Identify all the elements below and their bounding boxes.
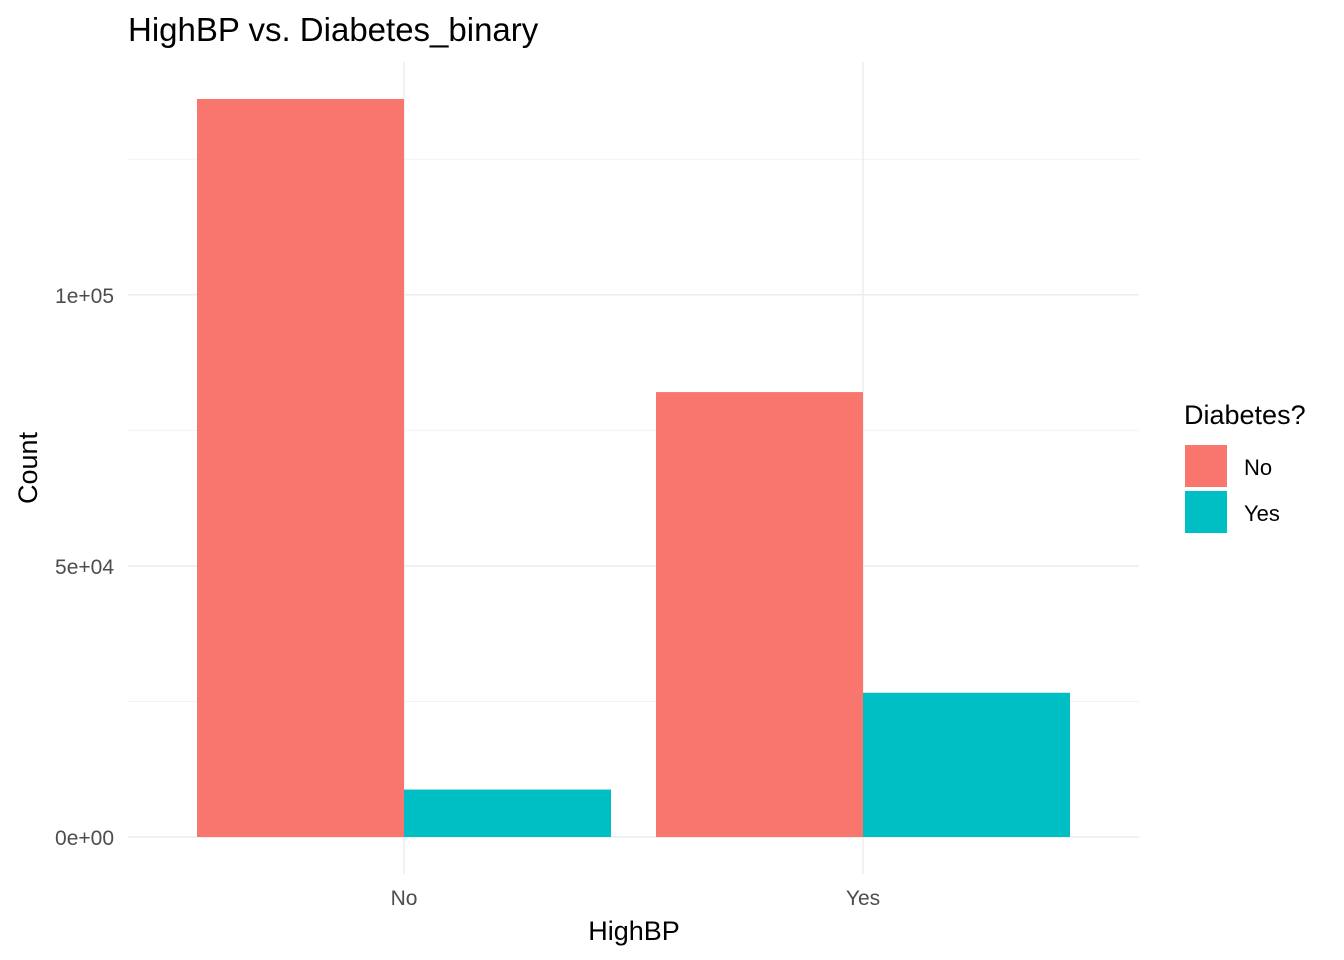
legend-label: No (1244, 455, 1272, 480)
legend-title: Diabetes? (1184, 400, 1306, 430)
y-tick-label: 5e+04 (55, 556, 114, 579)
legend-key-yes (1185, 491, 1227, 533)
y-axis-ticks: 0e+00 5e+04 1e+05 (55, 285, 114, 850)
chart-title: HighBP vs. Diabetes_binary (128, 11, 539, 48)
bar-yes-no (656, 392, 863, 837)
x-tick-label: Yes (846, 887, 880, 910)
y-axis-title: Count (13, 431, 43, 504)
bar-yes-yes (863, 692, 1070, 837)
legend-label: Yes (1244, 501, 1280, 526)
y-tick-label: 1e+05 (55, 285, 114, 308)
x-axis-title: HighBP (588, 916, 680, 946)
bars (197, 99, 1070, 837)
bar-no-yes (404, 789, 611, 837)
x-axis-ticks: No Yes (391, 887, 881, 910)
legend: Diabetes? No Yes (1184, 400, 1306, 533)
y-tick-label: 0e+00 (55, 827, 114, 850)
legend-key-no (1185, 445, 1227, 487)
x-tick-label: No (391, 887, 418, 910)
legend-items: No Yes (1185, 445, 1280, 533)
bar-no-no (197, 99, 404, 837)
